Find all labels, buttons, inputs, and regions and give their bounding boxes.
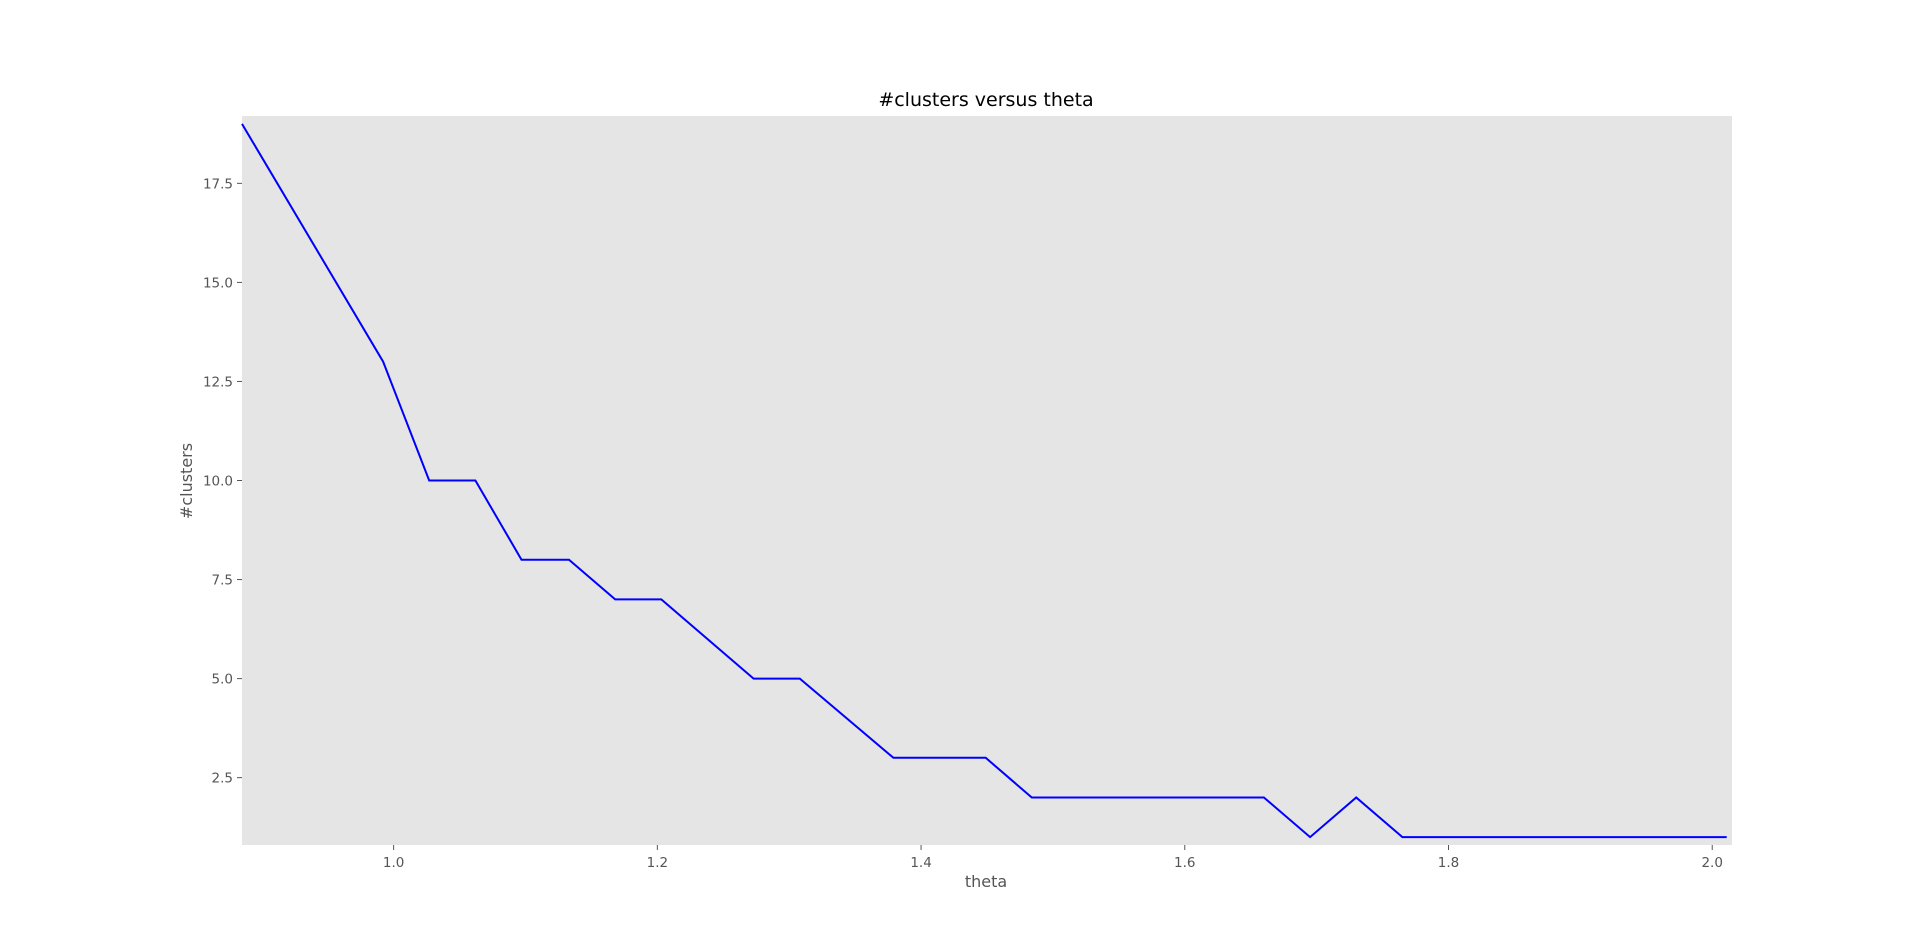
y-tick-label: 12.5 — [203, 374, 233, 390]
chart-title: #clusters versus theta — [878, 89, 1093, 111]
plot-area — [242, 116, 1732, 845]
y-tick-label: 15.0 — [203, 275, 233, 291]
x-tick-label: 1.6 — [1174, 855, 1195, 871]
y-axis-label: #clusters — [177, 443, 196, 519]
y-tick-label: 10.0 — [203, 474, 233, 490]
series-line-0 — [241, 123, 1727, 839]
x-tick-label: 1.2 — [647, 855, 668, 871]
y-tick-label: 7.5 — [212, 573, 233, 589]
y-tick-label: 17.5 — [203, 176, 233, 192]
x-tick-label: 1.4 — [910, 855, 931, 871]
y-tick-label: 5.0 — [212, 672, 233, 688]
x-axis-label: theta — [965, 872, 1007, 891]
x-tick-label: 1.8 — [1438, 855, 1459, 871]
y-axis-ticks: 2.5 5.0 7.5 10.0 12.5 15.0 17.5 — [203, 176, 242, 787]
series-layer — [241, 123, 1727, 839]
y-tick-label: 2.5 — [212, 771, 233, 787]
x-tick-label: 1.0 — [383, 855, 404, 871]
x-tick-label: 2.0 — [1701, 855, 1722, 871]
x-axis-ticks: 1.0 1.2 1.4 1.6 1.8 2.0 — [383, 845, 1723, 871]
